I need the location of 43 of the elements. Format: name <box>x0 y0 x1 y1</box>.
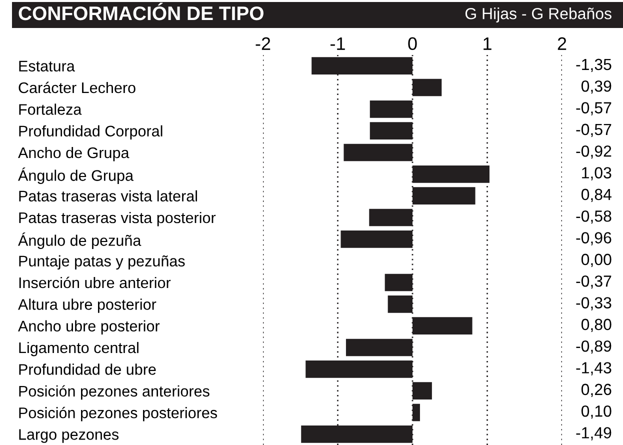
data-label: -0,33 <box>576 297 612 310</box>
data-label: 1,03 <box>582 167 612 180</box>
y-tick-label: Ángulo de pezuña <box>18 232 142 249</box>
y-tick-label: Posición pezones posteriores <box>19 406 218 422</box>
x-tick-label: 1 <box>484 37 492 50</box>
x-tick-label: -2 <box>256 37 270 50</box>
y-tick-label: Carácter Lechero <box>18 82 136 94</box>
data-label: -0,96 <box>576 232 612 246</box>
data-label: -1,49 <box>576 427 612 440</box>
data-label: -0,57 <box>576 102 612 116</box>
y-tick-label: Largo pezones <box>19 429 119 443</box>
data-label: -0,89 <box>576 340 612 354</box>
y-tick-label: Patas traseras vista posterior <box>19 212 216 226</box>
data-label: 0,26 <box>581 384 612 398</box>
data-label: 0,80 <box>581 318 612 332</box>
x-tick-label: -1 <box>330 37 345 50</box>
y-tick-label: Patas traseras vista lateral <box>19 190 197 202</box>
y-tick-label: Fortaleza <box>19 104 82 115</box>
y-tick-label: Profundidad Corporal <box>19 125 162 140</box>
x-tick-label: 2 <box>558 37 566 50</box>
y-tick-label: Posición pezones anteriores <box>19 385 210 400</box>
data-label: -1,43 <box>576 362 612 376</box>
y-tick-label: Estatura <box>19 60 75 72</box>
y-tick-label: Ligamento central <box>19 342 138 356</box>
chart-title: CONFORMACIÓN DE TIPO <box>18 2 264 20</box>
data-label: 0,84 <box>581 188 612 202</box>
data-label: -0,58 <box>576 210 612 224</box>
y-tick-label: Ángulo de Grupa <box>18 168 134 184</box>
data-label: -0,37 <box>576 275 612 289</box>
y-tick-label: Inserción ubre anterior <box>19 276 171 288</box>
data-label: 0,39 <box>581 80 612 94</box>
data-label: 0,00 <box>581 254 612 268</box>
y-tick-label: Altura ubre posterior <box>18 298 156 313</box>
data-label: -1,35 <box>576 58 612 72</box>
x-tick-label: 0 <box>408 37 417 50</box>
data-label: -0,92 <box>576 145 612 159</box>
y-tick-label: Profundidad de ubre <box>19 364 156 375</box>
chart-subtitle: G Hijas - G Rebaños <box>465 8 612 22</box>
data-label: 0,10 <box>581 405 612 419</box>
y-tick-label: Ancho ubre posterior <box>18 320 160 335</box>
y-tick-label: Ancho de Grupa <box>18 146 130 162</box>
y-tick-label: Puntaje patas y pezuñas <box>19 255 185 270</box>
data-label: -0,57 <box>576 124 612 138</box>
